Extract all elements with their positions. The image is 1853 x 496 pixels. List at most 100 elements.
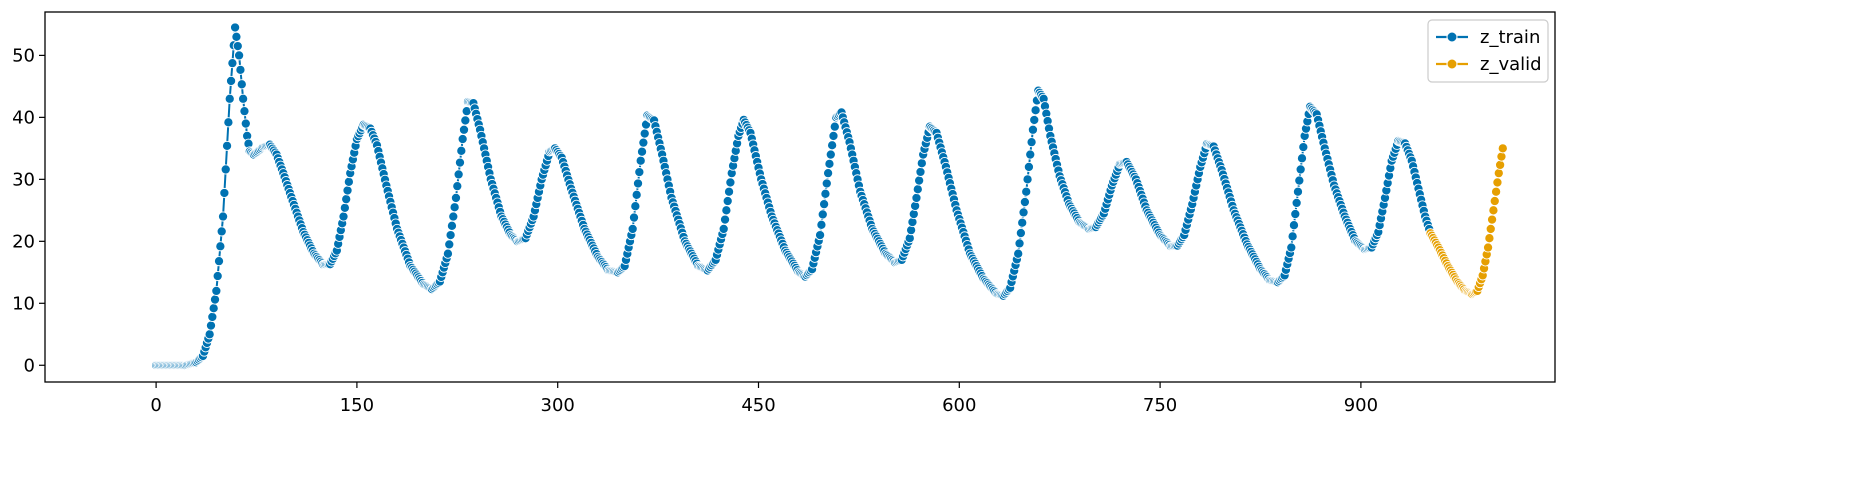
data-point-z-train: [823, 168, 834, 179]
data-point-z-train: [825, 149, 836, 160]
y-tick-label: 50: [12, 45, 35, 66]
data-point-z-train: [1018, 207, 1029, 218]
data-point-z-train: [634, 167, 645, 178]
data-point-z-train: [631, 189, 642, 200]
y-tick-label: 40: [12, 107, 35, 128]
data-point-z-train: [235, 64, 246, 75]
data-point-z-train: [224, 93, 235, 104]
data-point-z-train: [460, 115, 471, 126]
data-point-z-train: [458, 124, 470, 135]
data-point-z-train: [232, 41, 243, 52]
legend-marker-z-valid: [1446, 58, 1458, 70]
plot-frame: [44, 11, 1556, 383]
data-point-z-train: [1286, 242, 1297, 253]
data-point-z-train: [227, 58, 238, 69]
data-point-z-train: [821, 178, 832, 189]
y-tick-label: 0: [24, 355, 35, 376]
data-point-z-train: [1292, 186, 1304, 197]
data-point-z-train: [453, 169, 464, 180]
data-point-z-valid: [1483, 242, 1494, 253]
legend: z_train z_valid: [1427, 19, 1549, 83]
data-point-z-train: [639, 128, 650, 139]
data-point-z-train: [213, 256, 225, 267]
data-point-z-train: [452, 181, 463, 192]
x-tick-label: 300: [541, 395, 575, 416]
data-point-z-valid: [1487, 214, 1498, 225]
data-point-z-train: [815, 230, 826, 241]
data-point-z-valid: [1491, 186, 1502, 197]
data-point-z-train: [448, 211, 459, 222]
data-point-z-train: [911, 192, 922, 203]
data-point-z-train: [816, 219, 827, 230]
data-point-z-train: [824, 158, 835, 169]
data-point-z-train: [220, 164, 231, 175]
data-point-z-train: [457, 133, 468, 145]
data-point-z-train: [230, 22, 241, 33]
data-point-z-train: [215, 241, 226, 252]
data-point-z-train: [1027, 124, 1038, 135]
data-point-z-train: [914, 175, 925, 186]
x-tick-label: 900: [1344, 395, 1378, 416]
y-tick-label: 20: [12, 231, 35, 252]
data-point-z-train: [1021, 186, 1032, 197]
data-point-z-train: [445, 230, 456, 241]
data-point-z-train: [828, 130, 839, 141]
y-axis: 0 10 20 30 40 50: [12, 45, 45, 376]
data-point-z-train: [446, 220, 458, 231]
data-point-z-train: [1026, 137, 1037, 148]
data-point-z-valid: [1484, 233, 1495, 244]
data-point-z-train: [1023, 161, 1034, 172]
x-tick-label: 750: [1143, 395, 1177, 416]
data-point-z-train: [724, 186, 735, 197]
data-point-z-train: [454, 157, 466, 168]
data-point-z-train: [219, 187, 230, 199]
data-point-z-train: [211, 285, 222, 296]
x-tick-label: 150: [340, 395, 374, 416]
data-point-z-train: [207, 311, 218, 322]
data-point-z-train: [1022, 174, 1033, 185]
legend-box: [1427, 19, 1549, 83]
data-point-z-train: [725, 177, 736, 188]
data-point-z-train: [239, 106, 250, 117]
data-point-z-train: [1017, 217, 1028, 228]
data-point-z-train: [1294, 175, 1305, 186]
data-point-z-train: [231, 31, 242, 42]
data-point-z-train: [722, 195, 733, 207]
data-point-z-train: [627, 223, 638, 234]
data-point-z-train: [234, 50, 245, 61]
data-point-z-train: [341, 194, 352, 205]
data-point-z-train: [449, 202, 460, 213]
data-point-z-train: [1029, 114, 1040, 126]
data-point-z-train: [444, 239, 455, 250]
data-point-z-train: [1296, 153, 1308, 164]
data-point-z-valid: [1493, 168, 1504, 179]
legend-label-z-train: z_train: [1480, 27, 1540, 48]
series-z-train: [151, 22, 1436, 371]
data-point-z-train: [829, 121, 840, 132]
data-point-z-train: [1298, 142, 1309, 153]
data-point-z-valid: [1497, 143, 1508, 154]
data-point-z-train: [212, 270, 223, 282]
data-point-z-train: [216, 226, 227, 237]
data-point-z-train: [819, 199, 830, 210]
data-point-z-train: [338, 211, 349, 222]
data-point-z-train: [1290, 208, 1301, 220]
data-point-z-train: [204, 329, 215, 340]
data-point-z-train: [916, 158, 927, 169]
data-point-z-train: [820, 188, 831, 199]
x-axis: 0 150 300 450 600 750 900: [150, 382, 1378, 416]
data-point-z-train: [1013, 248, 1024, 259]
data-point-z-train: [456, 145, 467, 156]
data-point-z-train: [636, 146, 648, 157]
data-point-z-train: [630, 201, 641, 212]
data-point-z-train: [638, 137, 649, 148]
data-point-z-train: [1025, 149, 1036, 160]
data-point-z-train: [1291, 197, 1302, 208]
data-point-z-train: [217, 211, 229, 222]
data-point-z-valid: [1492, 177, 1503, 188]
data-point-z-train: [223, 117, 234, 128]
data-point-z-train: [205, 320, 217, 331]
y-tick-label: 30: [12, 169, 35, 190]
data-point-z-train: [222, 140, 233, 151]
series-z-valid: [1425, 143, 1508, 300]
